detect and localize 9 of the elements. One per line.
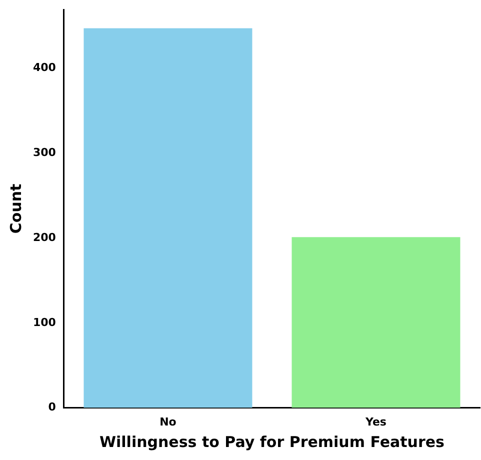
- y-tick-label: 200: [32, 230, 56, 244]
- x-axis-title: Willingness to Pay for Premium Features: [99, 432, 445, 451]
- y-tick-label: 400: [32, 61, 56, 74]
- y-tick-label: 0: [48, 400, 56, 414]
- x-tick-label: Yes: [364, 415, 387, 428]
- y-tick-label: 300: [32, 146, 56, 159]
- y-axis-title: Count: [6, 184, 25, 234]
- x-tick-label: No: [160, 415, 177, 428]
- y-tick-label: 100: [32, 316, 56, 329]
